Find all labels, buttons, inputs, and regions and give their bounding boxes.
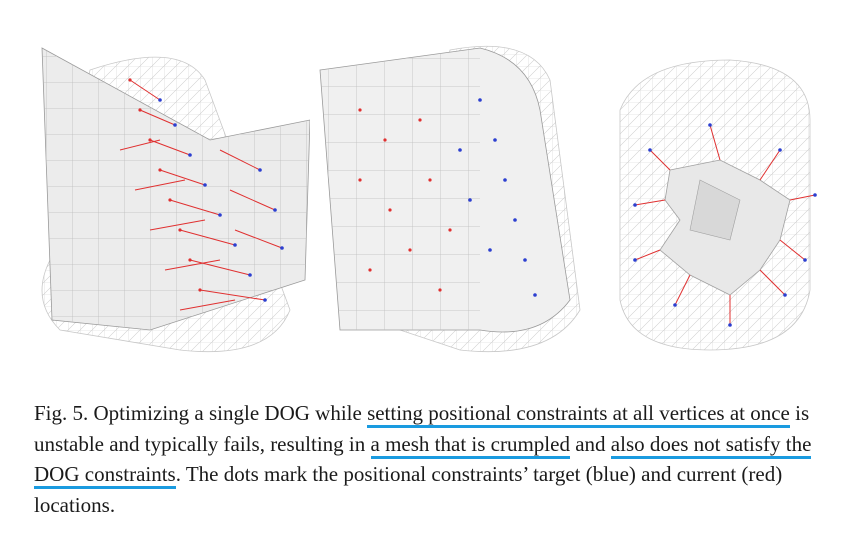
panel-crumpled-mesh (580, 30, 830, 370)
figure-caption: Fig. 5. Optimizing a single DOG while se… (34, 398, 824, 520)
caption-highlight: a mesh that is crumpled (370, 431, 570, 459)
constraint-lines (634, 124, 816, 325)
panel-partial-wrap (300, 30, 600, 370)
figure (20, 30, 830, 370)
caption-segment: Optimizing a single DOG while (88, 401, 368, 425)
caption-segment: and (569, 431, 611, 456)
target-markers (633, 123, 817, 327)
caption-highlight: setting positional constraints at all ve… (367, 401, 790, 428)
panel-planar-sheet (20, 30, 310, 370)
current-markers (128, 78, 202, 292)
caption-segment: is unstable and typically fails, resulti… (34, 401, 810, 456)
target-markers (158, 98, 284, 302)
caption-highlight: also does not satisfy the DOG constraint… (34, 431, 812, 489)
caption-text: Fig. 5. Optimizing a single DOG while se… (34, 398, 824, 520)
caption-segment: . The dots mark the positional constrain… (34, 462, 783, 517)
constraint-lines (119, 79, 283, 311)
current-markers (358, 108, 452, 292)
caption-label: Fig. 5. (34, 401, 89, 425)
target-markers (458, 98, 537, 297)
